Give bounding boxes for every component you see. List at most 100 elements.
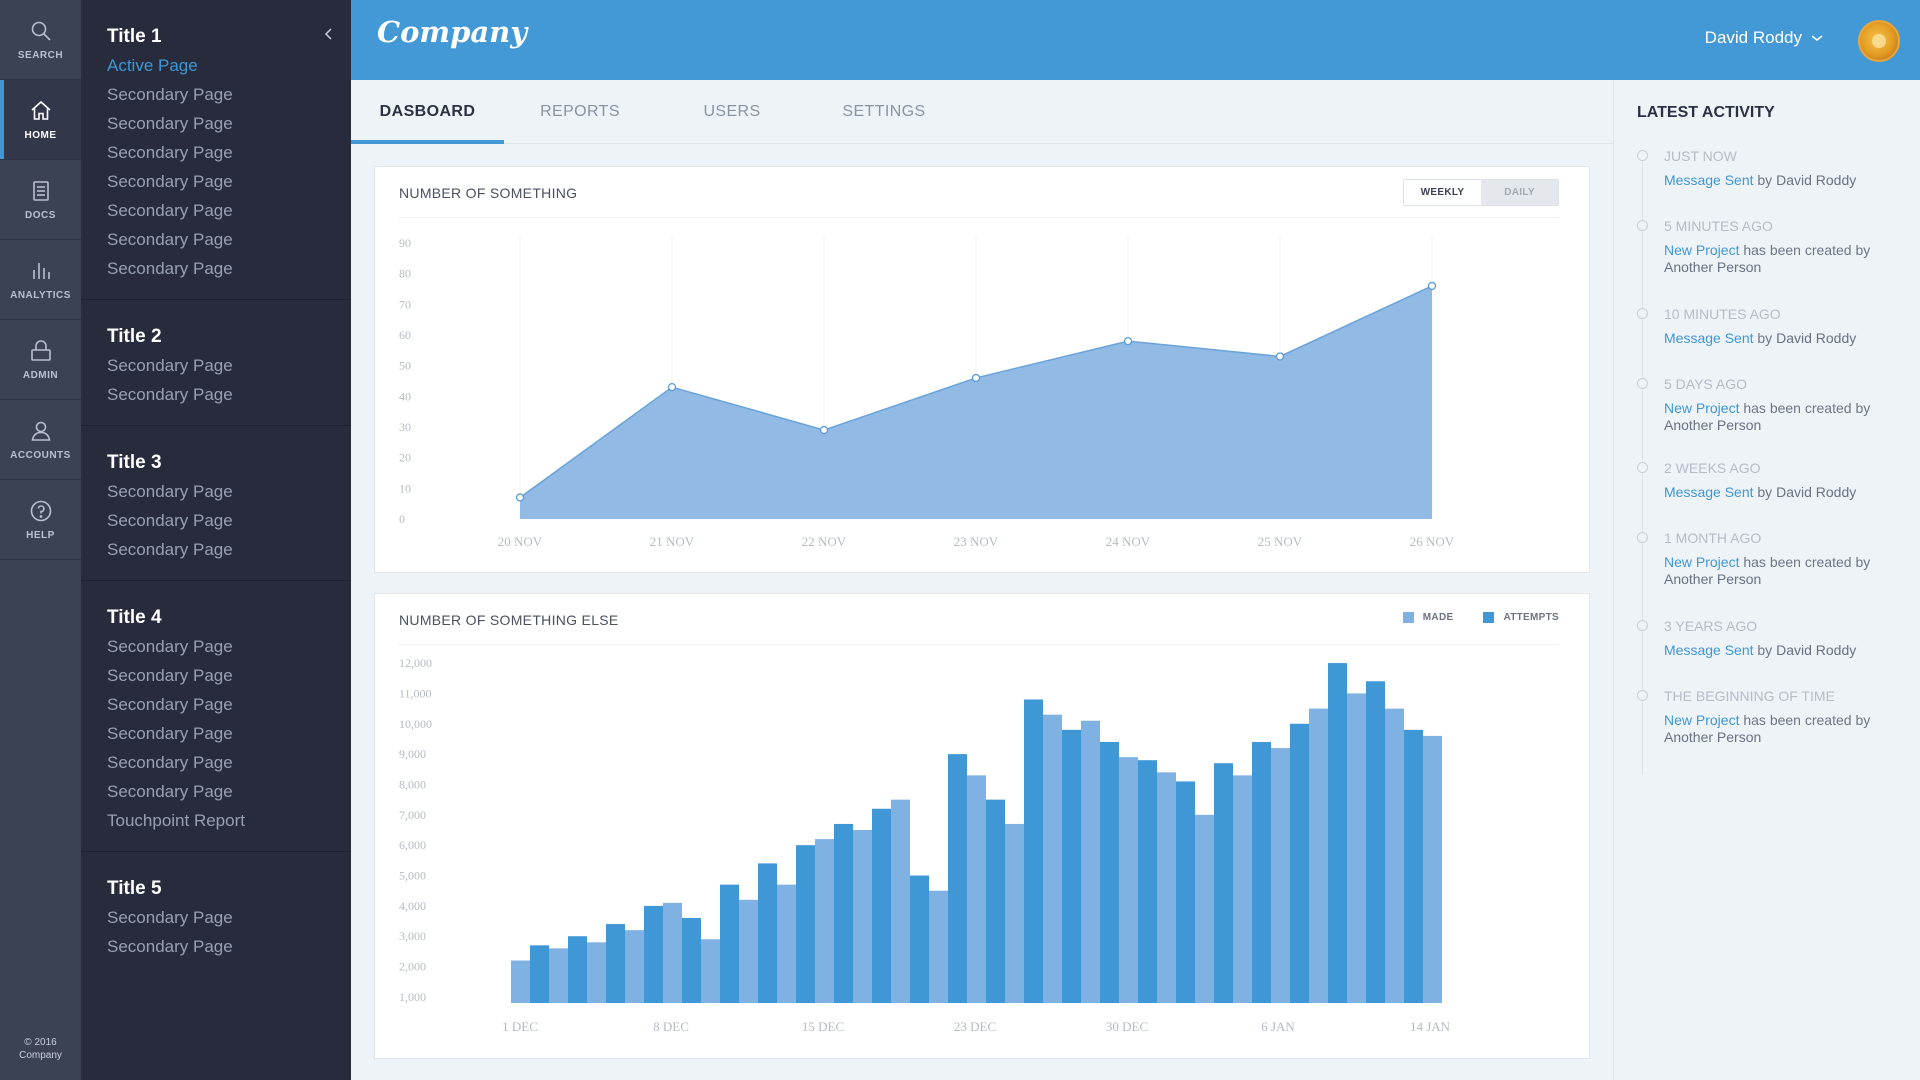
nav-link[interactable]: Secondary Page bbox=[107, 143, 233, 162]
nav-link[interactable]: Secondary Page bbox=[107, 201, 233, 220]
y-tick-label: 10 bbox=[399, 481, 411, 495]
rail-help[interactable]: HELP bbox=[0, 480, 81, 560]
x-tick-label: 30 DEC bbox=[1106, 1019, 1148, 1034]
latest-activity-panel: LATEST ACTIVITY JUST NOW Message Sent by… bbox=[1613, 80, 1920, 1080]
nav-link[interactable]: Secondary Page bbox=[107, 482, 233, 501]
nav-link-active-page[interactable]: Active Page bbox=[107, 56, 198, 75]
activity-connector: by bbox=[1753, 642, 1777, 658]
bar-made bbox=[1423, 735, 1442, 1003]
y-tick-label: 20 bbox=[399, 451, 411, 465]
card-divider bbox=[399, 217, 1559, 218]
nav-link[interactable]: Secondary Page bbox=[107, 259, 233, 278]
nav-link[interactable]: Secondary Page bbox=[107, 637, 233, 656]
y-tick-label: 90 bbox=[399, 236, 411, 250]
x-tick-label: 20 NOV bbox=[498, 534, 543, 549]
bar-made bbox=[587, 942, 606, 1003]
nav-link[interactable]: Secondary Page bbox=[107, 695, 233, 714]
collapse-sidebar-button[interactable] bbox=[319, 22, 339, 46]
nav-link[interactable]: Secondary Page bbox=[107, 937, 233, 956]
bar-made bbox=[1347, 693, 1366, 1003]
rail-label: SEARCH bbox=[17, 49, 64, 61]
nav-link[interactable]: Secondary Page bbox=[107, 114, 233, 133]
bar-made bbox=[1271, 748, 1290, 1003]
user-name: David Roddy bbox=[1704, 28, 1802, 47]
y-tick-label: 6,000 bbox=[399, 838, 426, 852]
bar-attempts bbox=[1214, 763, 1233, 1003]
company-logo[interactable]: Company bbox=[377, 15, 528, 49]
nav-link-touchpoint-report[interactable]: Touchpoint Report bbox=[107, 811, 245, 830]
y-tick-label: 4,000 bbox=[399, 899, 426, 913]
y-tick-label: 1,000 bbox=[399, 990, 426, 1004]
rail-accounts[interactable]: ACCOUNTS bbox=[0, 400, 81, 480]
data-point bbox=[667, 382, 677, 392]
nav-group-title: Title 5 bbox=[107, 878, 162, 899]
activity-time: JUST NOW bbox=[1664, 148, 1737, 164]
rail-docs[interactable]: DOCS bbox=[0, 160, 81, 240]
copyright: © 2016 Company bbox=[0, 1036, 81, 1062]
activity-time: 5 DAYS AGO bbox=[1664, 376, 1747, 392]
toggle-weekly[interactable]: WEEKLY bbox=[1404, 180, 1481, 205]
tab-reports[interactable]: REPORTS bbox=[540, 103, 620, 120]
rail-home[interactable]: HOME bbox=[0, 80, 81, 160]
activity-person: David Roddy bbox=[1776, 484, 1857, 500]
activity-link[interactable]: New Project bbox=[1664, 242, 1740, 258]
y-tick-label: 2,000 bbox=[399, 960, 426, 974]
nav-link[interactable]: Secondary Page bbox=[107, 908, 233, 927]
nav-link[interactable]: Secondary Page bbox=[107, 511, 233, 530]
y-tick-label: 40 bbox=[399, 389, 411, 403]
nav-link[interactable]: Secondary Page bbox=[107, 230, 233, 249]
x-tick-label: 24 NOV bbox=[1106, 534, 1151, 549]
sidebar-nav: Title 1 Active Page Secondary Page Secon… bbox=[81, 0, 351, 1080]
rail-search[interactable]: SEARCH bbox=[0, 0, 81, 80]
nav-link[interactable]: Secondary Page bbox=[107, 753, 233, 772]
activity-text: New Project has been created by Another … bbox=[1664, 712, 1904, 746]
activity-link[interactable]: Message Sent bbox=[1664, 172, 1754, 188]
activity-link[interactable]: Message Sent bbox=[1664, 484, 1754, 500]
bar-attempts bbox=[1024, 699, 1043, 1003]
copyright-year: © 2016 bbox=[24, 1037, 57, 1048]
nav-link[interactable]: Secondary Page bbox=[107, 172, 233, 191]
activity-link[interactable]: New Project bbox=[1664, 554, 1740, 570]
tab-dashboard[interactable]: DASBOARD bbox=[351, 80, 504, 144]
activity-link[interactable]: Message Sent bbox=[1664, 330, 1754, 346]
rail-label: ACCOUNTS bbox=[10, 449, 71, 461]
timeline-dot bbox=[1637, 378, 1648, 389]
rail-admin[interactable]: ADMIN bbox=[0, 320, 81, 400]
bar-made bbox=[1195, 814, 1214, 1003]
bar-made bbox=[1233, 775, 1252, 1003]
user-menu[interactable]: David Roddy bbox=[1705, 28, 1824, 48]
activity-link[interactable]: New Project bbox=[1664, 400, 1740, 416]
activity-link[interactable]: New Project bbox=[1664, 712, 1740, 728]
nav-link[interactable]: Secondary Page bbox=[107, 540, 233, 559]
legend-label: ATTEMPTS bbox=[1503, 612, 1559, 623]
timeline-dot bbox=[1637, 308, 1648, 319]
bar-made bbox=[1043, 714, 1062, 1003]
timeline-dot bbox=[1637, 462, 1648, 473]
bar-attempts bbox=[948, 754, 967, 1003]
nav-link[interactable]: Secondary Page bbox=[107, 356, 233, 375]
bar-made bbox=[739, 899, 758, 1003]
tab-settings[interactable]: SETTINGS bbox=[842, 103, 926, 120]
nav-group-3: Title 3 Secondary Page Secondary Page Se… bbox=[81, 426, 351, 581]
nav-link[interactable]: Secondary Page bbox=[107, 385, 233, 404]
timeline-dot bbox=[1637, 620, 1648, 631]
toggle-daily[interactable]: DAILY bbox=[1481, 180, 1558, 205]
nav-link[interactable]: Secondary Page bbox=[107, 666, 233, 685]
nav-group-title: Title 1 bbox=[107, 26, 162, 47]
activity-time: 3 YEARS AGO bbox=[1664, 618, 1758, 634]
activity-link[interactable]: Message Sent bbox=[1664, 642, 1754, 658]
nav-link[interactable]: Secondary Page bbox=[107, 85, 233, 104]
y-tick-label: 60 bbox=[399, 328, 411, 342]
rail-analytics[interactable]: ANALYTICS bbox=[0, 240, 81, 320]
nav-link[interactable]: Secondary Page bbox=[107, 782, 233, 801]
bar-attempts bbox=[720, 884, 739, 1003]
x-tick-label: 6 JAN bbox=[1261, 1019, 1295, 1034]
copyright-company: Company bbox=[19, 1050, 62, 1061]
bar-attempts bbox=[530, 945, 549, 1003]
bar-chart: 1,000 2,000 3,000 4,000 5,000 6,000 7,000 8,000… bbox=[399, 656, 1451, 1034]
avatar[interactable] bbox=[1858, 20, 1900, 62]
nav-link[interactable]: Secondary Page bbox=[107, 724, 233, 743]
nav-group-2: Title 2 Secondary Page Secondary Page bbox=[81, 300, 351, 426]
tab-users[interactable]: USERS bbox=[703, 103, 761, 120]
search-icon bbox=[31, 21, 51, 41]
